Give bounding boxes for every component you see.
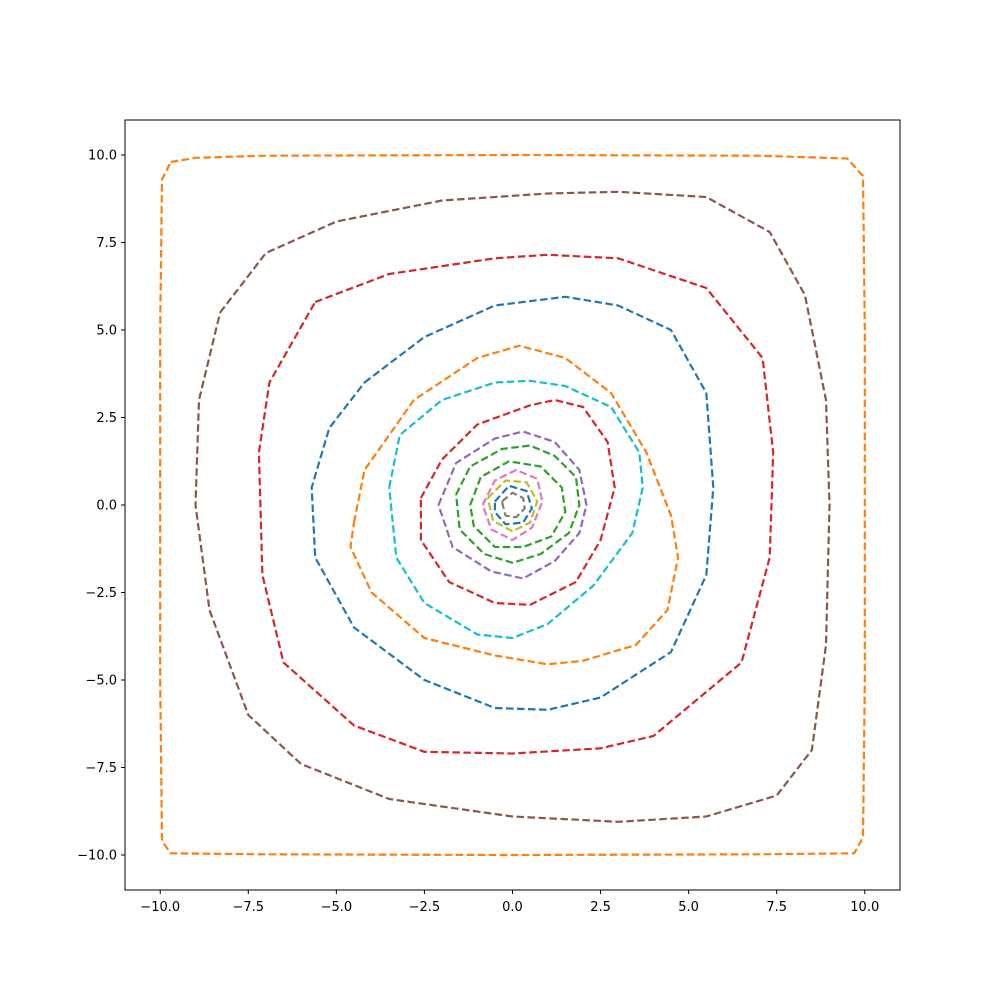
y-tick-label: 2.5 bbox=[96, 411, 117, 426]
series-line-12 bbox=[493, 484, 533, 526]
series-line-11 bbox=[486, 479, 539, 533]
y-tick-label: 7.5 bbox=[96, 236, 117, 251]
series-line-9 bbox=[469, 460, 567, 549]
x-tick-label: 5.0 bbox=[678, 900, 699, 915]
series-line-13 bbox=[500, 491, 526, 519]
ticks-layer: −10.0 −7.5 −5.0 −2.5 0.0 2.5 5.0 7.5 10.0 −10.0 −7… bbox=[77, 149, 879, 916]
x-tick-label: −5.0 bbox=[321, 900, 353, 915]
y-tick-label: −5.0 bbox=[85, 674, 117, 689]
series-line-7 bbox=[437, 430, 588, 580]
series-line-6 bbox=[419, 398, 616, 606]
series-line-1 bbox=[194, 190, 831, 823]
y-tick-label: 10.0 bbox=[88, 149, 117, 164]
series-line-4 bbox=[349, 344, 680, 666]
series-line-10 bbox=[481, 468, 544, 542]
series-line-0 bbox=[159, 153, 866, 857]
y-tick-label: −10.0 bbox=[77, 849, 117, 864]
y-tick-label: 5.0 bbox=[96, 324, 117, 339]
series-line-5 bbox=[388, 379, 644, 640]
x-tick-label: 2.5 bbox=[590, 900, 611, 915]
x-tick-label: 0.0 bbox=[502, 900, 523, 915]
x-tick-label: −2.5 bbox=[409, 900, 441, 915]
y-tick-label: 0.0 bbox=[96, 499, 117, 514]
x-tick-label: −10.0 bbox=[140, 900, 180, 915]
x-tick-label: −7.5 bbox=[233, 900, 265, 915]
series-line-3 bbox=[310, 295, 715, 711]
x-tick-label: 10.0 bbox=[850, 900, 879, 915]
series-layer bbox=[159, 153, 866, 857]
y-tick-label: −2.5 bbox=[85, 586, 117, 601]
series-line-8 bbox=[455, 444, 581, 564]
x-tick-label: 7.5 bbox=[766, 900, 787, 915]
series-line-2 bbox=[257, 253, 775, 755]
y-tick-label: −7.5 bbox=[85, 761, 117, 776]
